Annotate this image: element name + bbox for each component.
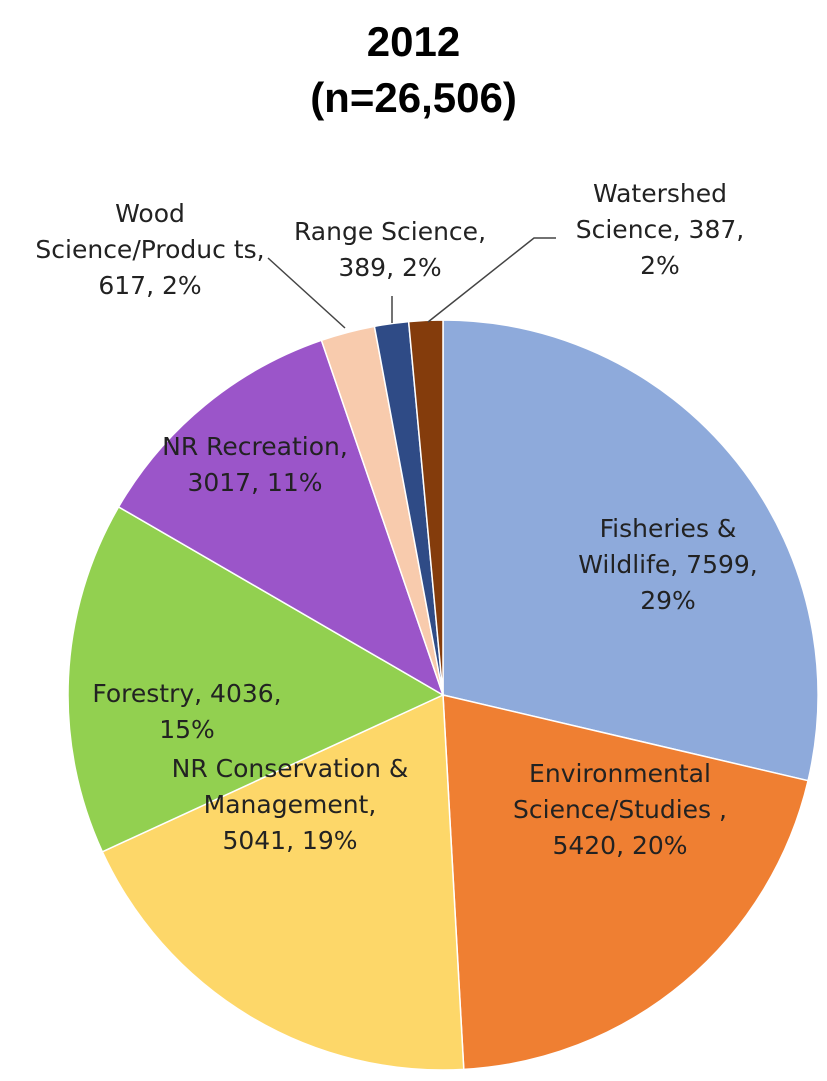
pie-slice <box>67 505 445 853</box>
data-label: NR Conservation & Management, 5041, 19% <box>171 754 409 855</box>
pie-slice <box>101 693 465 1071</box>
leader-line <box>267 257 346 329</box>
leader-line <box>427 237 556 323</box>
data-label: NR Recreation, 3017, 11% <box>162 432 348 497</box>
data-label: Wood Science/Produc ts, 617, 2% <box>35 199 265 300</box>
data-label: Fisheries & Wildlife, 7599, 29% <box>578 514 758 615</box>
data-label: Range Science, 389, 2% <box>293 217 487 282</box>
pie-slice <box>442 319 819 782</box>
pie-slice <box>117 339 445 697</box>
pie-slice <box>407 319 444 696</box>
chart-subtitle: (n=26,506) <box>310 74 517 121</box>
data-label: Watershed Science, 387, 2% <box>575 179 745 280</box>
chart-title: 2012 <box>366 18 461 65</box>
pie-slice <box>442 694 809 1071</box>
data-label: Forestry, 4036, 15% <box>92 679 282 744</box>
data-label: Environmental Science/Studies , 5420, 20… <box>513 759 727 860</box>
